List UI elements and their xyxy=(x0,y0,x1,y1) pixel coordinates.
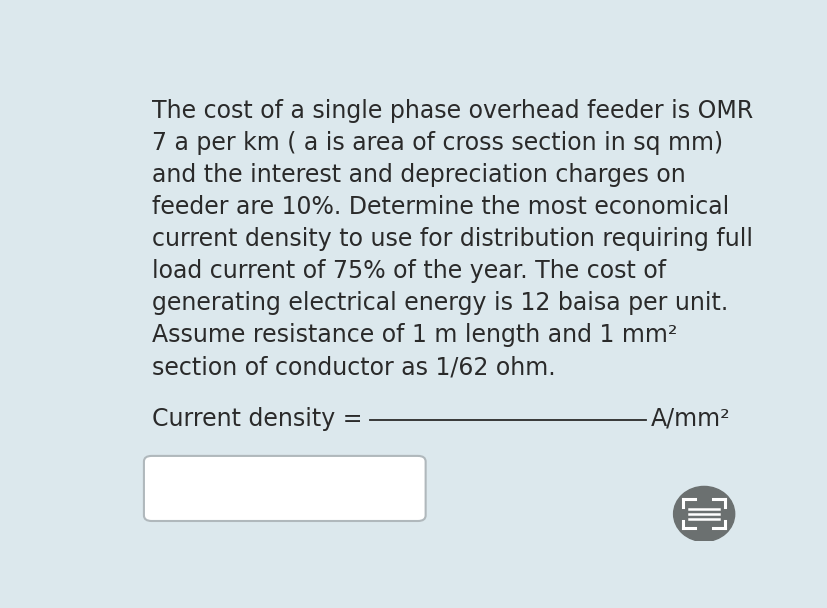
Text: feeder are 10%. Determine the most economical: feeder are 10%. Determine the most econo… xyxy=(151,195,728,219)
Ellipse shape xyxy=(673,486,734,542)
FancyBboxPatch shape xyxy=(144,456,425,521)
Text: and the interest and depreciation charges on: and the interest and depreciation charge… xyxy=(151,163,685,187)
Text: load current of 75% of the year. The cost of: load current of 75% of the year. The cos… xyxy=(151,259,665,283)
Text: A/mm²: A/mm² xyxy=(650,407,729,431)
Text: generating electrical energy is 12 baisa per unit.: generating electrical energy is 12 baisa… xyxy=(151,291,727,315)
Text: section of conductor as 1/62 ohm.: section of conductor as 1/62 ohm. xyxy=(151,355,555,379)
Text: Current density =: Current density = xyxy=(151,407,361,431)
Text: 7 a per km ( a is area of cross section in sq mm): 7 a per km ( a is area of cross section … xyxy=(151,131,722,155)
Text: The cost of a single phase overhead feeder is OMR: The cost of a single phase overhead feed… xyxy=(151,98,752,123)
Text: Assume resistance of 1 m length and 1 mm²: Assume resistance of 1 m length and 1 mm… xyxy=(151,323,676,347)
Text: current density to use for distribution requiring full: current density to use for distribution … xyxy=(151,227,752,251)
